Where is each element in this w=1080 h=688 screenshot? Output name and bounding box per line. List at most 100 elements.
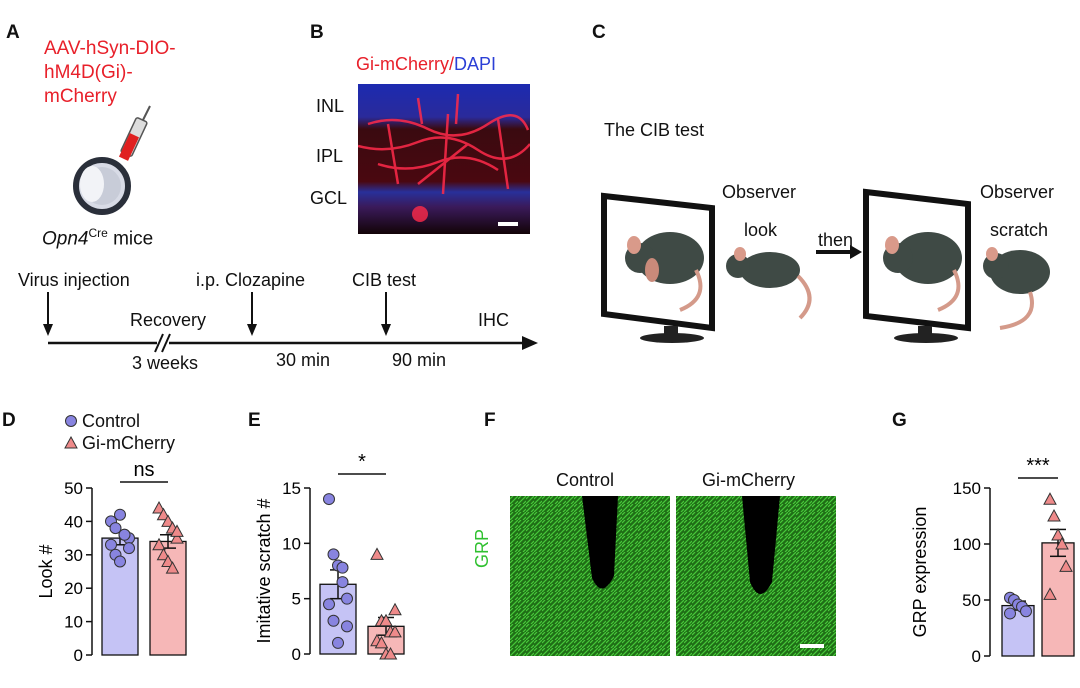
data-point (336, 561, 349, 574)
legend-gi-mcherry: Gi-mCherry (64, 432, 175, 454)
interval-90-min: 90 min (392, 350, 447, 370)
grp-micrograph-control (510, 496, 670, 656)
cib-illustration (601, 188, 1050, 343)
data-point (1047, 508, 1061, 522)
observer2-line2: scratch (990, 220, 1049, 240)
y-tick-label: 20 (64, 579, 83, 598)
layer-ipl: IPL (316, 146, 344, 166)
observer1-line1: Observer (722, 182, 797, 202)
data-point (123, 542, 135, 555)
interval-recovery: Recovery (130, 310, 207, 330)
injection-illustration (73, 105, 151, 215)
significance-label: ns (133, 459, 154, 481)
y-tick-label: 15 (282, 479, 301, 498)
layer-inl: INL (316, 96, 345, 116)
data-point (332, 636, 344, 649)
data-point (370, 547, 384, 560)
construct-line-2: hM4D(Gi)- (44, 62, 133, 83)
construct-line-3: mCherry (44, 86, 117, 107)
significance-label: *** (1026, 455, 1050, 477)
col-gi-mcherry: Gi-mCherry (702, 470, 795, 490)
data-point (327, 614, 340, 627)
significance-label: * (358, 451, 366, 473)
data-point (105, 538, 117, 551)
data-point (1043, 587, 1057, 600)
syringe-icon (111, 105, 151, 179)
data-point (336, 576, 349, 589)
timeline-axis (43, 292, 538, 353)
then-arrow (816, 245, 862, 259)
y-tick-label: 150 (953, 479, 981, 498)
interval-3-weeks: 3 weeks (132, 353, 199, 373)
chart-look: 0 10 20 30 40 50 Look # ns (36, 459, 187, 665)
data-point (388, 624, 402, 638)
layer-gcl: GCL (310, 188, 348, 208)
data-point (323, 598, 335, 611)
data-point (114, 508, 126, 521)
y-tick-label: 10 (64, 613, 83, 632)
injection-arrow (43, 292, 53, 336)
chart-imitative-scratch: 0 5 10 15 Imitative scratch # * (254, 451, 405, 664)
data-point (161, 514, 175, 527)
data-point (165, 561, 180, 574)
y-tick-label: 10 (282, 534, 301, 553)
event-cib-test: CIB test (352, 270, 417, 290)
y-tick-label: 0 (292, 645, 301, 664)
y-tick-label: 0 (972, 647, 981, 666)
panel-f-label: F (484, 410, 496, 431)
data-point (1043, 492, 1057, 505)
observer1-line2: look (744, 220, 778, 240)
scale-bar (498, 222, 518, 226)
axis-break-icon (154, 333, 171, 353)
construct-line-1: AAV-hSyn-DIO- (44, 38, 176, 59)
panel-e-label: E (248, 410, 261, 431)
retina-title: Gi-mCherry/DAPI (356, 54, 497, 74)
mouse-on-screen-icon (625, 232, 704, 312)
data-point (170, 531, 184, 544)
data-point (388, 602, 402, 616)
panel-d-label: D (2, 410, 16, 431)
cib-arrow (381, 292, 391, 336)
data-point (327, 548, 340, 561)
clozapine-arrow (247, 292, 257, 336)
y-axis-label: Imitative scratch # (254, 498, 274, 643)
observer2-line1: Observer (980, 182, 1055, 202)
data-point (374, 635, 389, 649)
data-point (1059, 559, 1073, 572)
y-axis-label: GRP expression (910, 507, 930, 638)
panel-a-label: A (6, 22, 20, 43)
data-point (383, 646, 398, 660)
legend: Control Gi-mCherry (64, 410, 175, 454)
mouse-on-screen-icon (883, 232, 962, 312)
then-label: then (818, 230, 854, 250)
data-point (152, 537, 166, 551)
data-point (118, 528, 131, 541)
grp-micrograph-gi (676, 496, 836, 656)
y-tick-label: 5 (292, 590, 301, 609)
data-point (1055, 536, 1069, 550)
y-tick-label: 0 (74, 646, 83, 665)
panel-b-label: B (310, 22, 324, 43)
mouse-strain: Opn4Cre mice (42, 226, 154, 250)
circle-marker-icon (65, 415, 77, 427)
data-point (114, 555, 126, 568)
y-tick-label: 50 (64, 479, 83, 498)
data-point (109, 522, 122, 535)
event-ihc: IHC (478, 310, 509, 330)
event-clozapine: i.p. Clozapine (196, 270, 306, 290)
event-virus-injection: Virus injection (18, 270, 130, 290)
data-point (1004, 607, 1016, 620)
cib-test-title: The CIB test (604, 120, 705, 140)
y-tick-label: 30 (64, 546, 83, 565)
panel-g-label: G (892, 410, 907, 431)
legend-control: Control (64, 410, 175, 432)
data-point (152, 500, 166, 514)
panel-c-label: C (592, 22, 606, 43)
data-point (341, 592, 353, 605)
eye-icon (73, 157, 131, 215)
y-tick-label: 50 (962, 591, 981, 610)
scratching-mouse-icon (983, 247, 1050, 330)
data-point (1020, 605, 1032, 618)
data-point (156, 507, 171, 521)
interval-30-min: 30 min (276, 350, 331, 370)
